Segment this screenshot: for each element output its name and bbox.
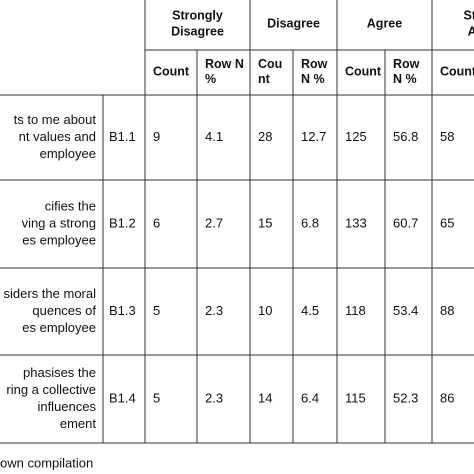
cell: 6.8 bbox=[301, 215, 319, 230]
cell: 4.5 bbox=[301, 303, 319, 318]
cell: 28 bbox=[258, 129, 272, 144]
group-header: Strongly bbox=[172, 8, 223, 22]
row-label: ring a collective bbox=[6, 382, 96, 397]
row-code: B1.1 bbox=[109, 129, 136, 144]
cell: 2.3 bbox=[205, 303, 223, 318]
row-code: B1.2 bbox=[109, 215, 136, 230]
cell: 133 bbox=[345, 215, 367, 230]
subheader: Row bbox=[301, 57, 328, 71]
subheader: N % bbox=[393, 72, 417, 86]
group-header: Agree bbox=[367, 16, 402, 30]
subheader: Count bbox=[440, 64, 474, 78]
cell: 88 bbox=[440, 303, 454, 318]
row-label: ts to me about bbox=[14, 112, 97, 127]
cell: 118 bbox=[345, 303, 366, 318]
cell: 9 bbox=[153, 129, 160, 144]
cell: 86 bbox=[440, 390, 454, 405]
row-label: es employee bbox=[22, 232, 96, 247]
cell: 12.7 bbox=[301, 129, 326, 144]
cell: 15 bbox=[258, 215, 272, 230]
cell: 5 bbox=[153, 303, 160, 318]
subheader: % bbox=[205, 72, 216, 86]
cell: 10 bbox=[258, 303, 272, 318]
row-label: employee bbox=[40, 146, 96, 161]
row-label: cifies the bbox=[45, 198, 96, 213]
cell: 4.1 bbox=[205, 129, 223, 144]
group-header: Ag bbox=[468, 24, 474, 38]
row-code: B1.4 bbox=[109, 390, 136, 405]
grid bbox=[0, 0, 474, 444]
subheader: nt bbox=[258, 72, 271, 86]
cell: 5 bbox=[153, 390, 160, 405]
cell: 60.7 bbox=[393, 215, 418, 230]
cell: 52.3 bbox=[393, 390, 418, 405]
footer-note: own compilation bbox=[0, 455, 93, 470]
row-label: phasises the bbox=[23, 365, 96, 380]
subheader: Count bbox=[345, 64, 382, 78]
subheader: Cou bbox=[258, 57, 282, 71]
cell: 58 bbox=[440, 129, 454, 144]
group-header: Disagree bbox=[171, 24, 224, 38]
cell: 65 bbox=[440, 215, 454, 230]
cell: 14 bbox=[258, 390, 272, 405]
cell: 56.8 bbox=[393, 129, 418, 144]
group-header: Disagree bbox=[267, 16, 320, 30]
row-label: siders the moral bbox=[4, 286, 97, 301]
subheader: Count bbox=[153, 64, 190, 78]
subheader: N % bbox=[301, 72, 325, 86]
subheader: Row bbox=[393, 57, 420, 71]
row-label: nt values and bbox=[19, 129, 96, 144]
cell: 125 bbox=[345, 129, 367, 144]
row-label: es employee bbox=[22, 320, 96, 335]
row-code: B1.3 bbox=[109, 303, 136, 318]
row-label: ving a strong bbox=[22, 215, 96, 230]
cell: 6.4 bbox=[301, 390, 319, 405]
row-label: quences of bbox=[32, 303, 96, 318]
cell: 2.7 bbox=[205, 215, 223, 230]
cell: 6 bbox=[153, 215, 160, 230]
subheader: Row N bbox=[205, 57, 244, 71]
row-label: ement bbox=[60, 416, 97, 431]
cell: 53.4 bbox=[393, 303, 418, 318]
cell: 2.3 bbox=[205, 390, 223, 405]
group-header: Stro bbox=[464, 8, 474, 22]
row-label: influences bbox=[37, 399, 96, 414]
cell: 115 bbox=[345, 390, 366, 405]
